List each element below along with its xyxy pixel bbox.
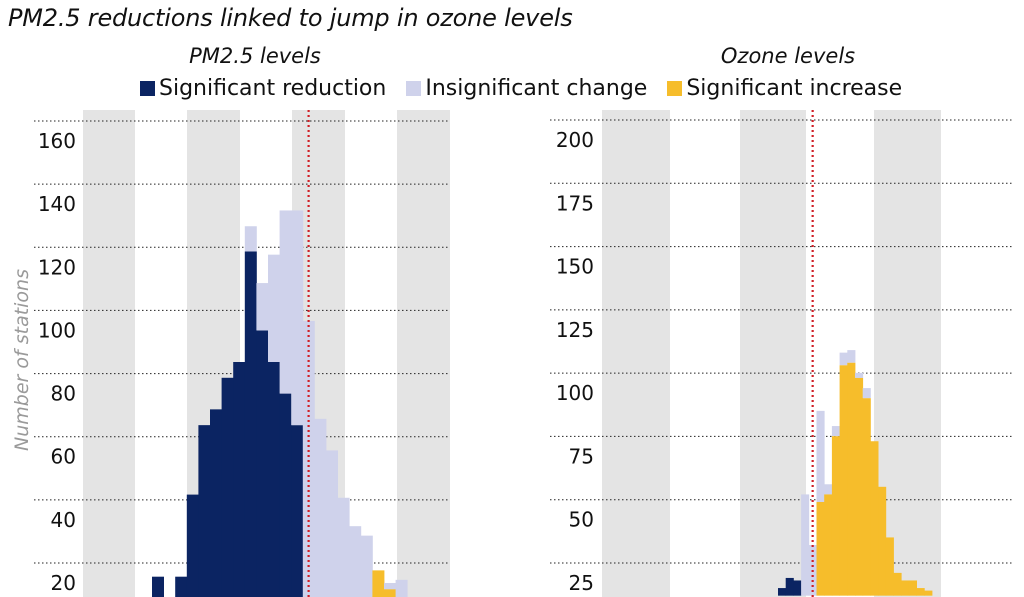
- pm25-y-tick-label: 80: [51, 382, 76, 406]
- pm25-bar-insignificant: [337, 497, 350, 597]
- ozone-bar-increase: [839, 365, 848, 596]
- ozone-bar-insignificant: [824, 484, 833, 495]
- ozone-bar-increase: [885, 537, 894, 596]
- legend-swatch-increase: [667, 80, 683, 96]
- legend-label-increase: Significant increase: [686, 75, 903, 101]
- ozone-bg-band: [602, 110, 670, 597]
- pm25-bg-band: [83, 110, 135, 597]
- pm25-y-tick-label: 60: [51, 445, 76, 469]
- pm25-bar-insignificant: [291, 210, 304, 426]
- pm25-bar-insignificant: [279, 210, 292, 394]
- pm25-y-tick-label: 120: [38, 255, 76, 279]
- pm25-bar-increase: [372, 570, 385, 597]
- pm25-bar-reduction: [279, 393, 292, 597]
- ozone-bar-insignificant: [855, 372, 864, 378]
- ozone-bar-increase: [816, 501, 825, 596]
- ozone-bar-insignificant: [831, 426, 840, 437]
- pm25-panel-title: PM2.5 levels: [189, 44, 321, 68]
- pm25-bar-reduction: [221, 377, 234, 597]
- ozone-bar-increase: [862, 398, 871, 596]
- ozone-bar-increase: [870, 441, 879, 596]
- pm25-y-tick-label: 100: [38, 318, 76, 342]
- pm25-bar-reduction: [256, 330, 269, 597]
- ozone-bar-increase: [916, 588, 925, 596]
- pm25-bar-reduction: [186, 494, 199, 597]
- legend-swatch-reduction: [140, 80, 155, 96]
- pm25-bar-insignificant: [395, 579, 408, 597]
- ozone-bar-reduction: [778, 588, 787, 596]
- pm25-y-tick-label: 40: [51, 508, 76, 532]
- pm25-bar-reduction: [198, 425, 211, 597]
- ozone-bar-insignificant: [847, 350, 856, 363]
- ozone-bar-increase: [893, 572, 902, 596]
- ozone-y-tick-label: 25: [569, 571, 594, 595]
- pm25-y-tick-label: 160: [38, 129, 76, 153]
- ozone-bar-reduction: [785, 577, 794, 596]
- pm25-bg-band: [397, 110, 450, 597]
- legend-label-insignificant: Insignificant change: [425, 75, 648, 101]
- ozone-bar-increase: [831, 436, 840, 596]
- pm25-y-tick-label: 20: [51, 571, 76, 595]
- ozone-y-tick-label: 150: [556, 255, 594, 279]
- legend-label-reduction: Significant reduction: [159, 75, 387, 101]
- pm25-bar-reduction: [268, 362, 280, 597]
- pm25-bar-reduction: [291, 425, 304, 597]
- pm25-bar-increase: [384, 589, 396, 597]
- ozone-y-tick-label: 50: [569, 508, 594, 532]
- ozone-bar-increase: [901, 580, 910, 596]
- legend-swatch-insignificant: [406, 80, 422, 96]
- ozone-y-tick-label: 75: [569, 444, 594, 468]
- ozone-bg-band: [740, 110, 806, 597]
- ozone-y-tick-label: 100: [556, 381, 594, 405]
- ozone-bar-insignificant: [862, 388, 871, 399]
- ozone-bar-increase: [908, 580, 917, 596]
- legend-item-insignificant: Insignificant change: [406, 76, 647, 101]
- ozone-bar-increase: [855, 377, 864, 596]
- pm25-bar-reduction: [175, 576, 188, 597]
- pm25-y-tick-label: 140: [38, 192, 76, 216]
- ozone-bar-insignificant: [839, 352, 848, 366]
- pm25-bar-reduction: [233, 362, 246, 597]
- ozone-bar-insignificant: [816, 410, 825, 502]
- pm25-bar-insignificant: [314, 418, 327, 597]
- pm25-bar-insignificant: [326, 450, 338, 597]
- pm25-bar-insignificant: [256, 283, 269, 331]
- pm25-bar-insignificant: [302, 320, 315, 597]
- ozone-bar-increase: [878, 486, 887, 596]
- ozone-y-tick-label: 200: [556, 128, 594, 152]
- pm25-bar-insignificant: [360, 535, 373, 597]
- ozone-bar-increase: [924, 590, 933, 596]
- pm25-bar-reduction: [244, 251, 257, 597]
- pm25-bar-insignificant: [268, 254, 280, 362]
- chart-title: PM2.5 reductions linked to jump in ozone…: [8, 4, 573, 32]
- pm25-bar-reduction: [210, 409, 222, 597]
- pm25-bar-reduction: [152, 576, 164, 597]
- ozone-y-tick-label: 125: [556, 318, 594, 342]
- legend-item-reduction: Significant reduction: [140, 76, 386, 101]
- ozone-panel-title: Ozone levels: [720, 44, 856, 68]
- pm25-bar-insignificant: [349, 526, 362, 597]
- ozone-y-tick-label: 175: [556, 191, 594, 215]
- pm25-bar-insignificant: [244, 226, 257, 252]
- ozone-bar-increase: [824, 494, 833, 596]
- ozone-bar-reduction: [793, 580, 802, 596]
- legend: Significant reduction Insignificant chan…: [140, 71, 922, 105]
- ozone-bar-insignificant: [801, 494, 810, 596]
- legend-item-increase: Significant increase: [667, 76, 902, 101]
- ozone-bar-increase: [847, 362, 856, 596]
